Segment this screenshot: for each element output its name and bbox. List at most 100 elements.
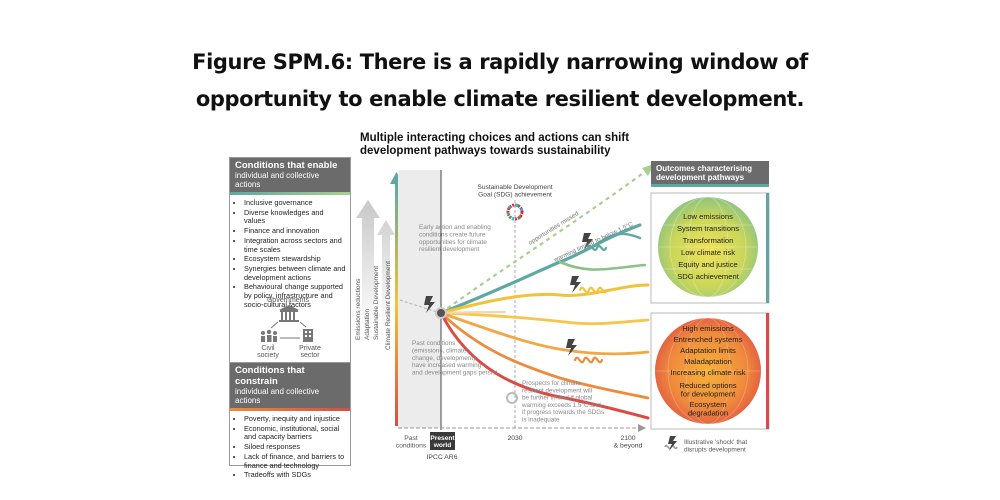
positive-outcome-1: Low emissions	[683, 212, 733, 221]
negative-outcome-6: Reduced options for development	[680, 381, 737, 399]
shock-squiggle-orange	[573, 356, 604, 364]
constrain-box-header: Conditions that constrain individual and…	[230, 363, 350, 408]
pathway-lines	[439, 223, 650, 420]
constrain-box-subheading: individual and collective actions	[235, 387, 320, 405]
lightning-icon	[566, 339, 577, 356]
list-item: Inclusive governance	[244, 198, 346, 208]
red-pathway	[439, 311, 650, 420]
climate-resilient-development-axis-label: Climate Resilient Development	[385, 261, 392, 350]
negative-outcome-1: High emissions	[682, 324, 734, 333]
vertical-axis-bar	[395, 182, 398, 426]
outcomes-header-bg	[651, 161, 769, 184]
yellow-pathway-1	[439, 283, 650, 315]
figure-title-line-1: Figure SPM.6: There is a rapidly narrowi…	[192, 50, 808, 74]
positive-globe-grid	[658, 196, 758, 298]
figure-title-line-2: opportunity to enable climate resilient …	[195, 87, 805, 111]
private-sector-label: Private sector	[299, 345, 321, 359]
lightning-icon	[424, 296, 435, 313]
yellow-pathway-2	[439, 311, 650, 326]
positive-outcomes-globe	[658, 197, 758, 297]
present-start-point	[435, 307, 447, 319]
negative-globe-grid	[655, 317, 761, 425]
actor-arrows	[270, 321, 307, 339]
constrain-color-bar	[230, 408, 350, 411]
orange-pathway-2	[439, 311, 650, 400]
list-item: Diverse knowledges and values	[244, 208, 346, 226]
government-building-icon	[279, 305, 299, 322]
positive-outcome-3: Transformation	[683, 236, 734, 245]
missed-opportunity-dashed-line	[440, 167, 651, 314]
enable-box-subheading: individual and collective actions	[235, 171, 320, 189]
list-item: Poverty, inequity and injustice	[244, 414, 346, 424]
ipcc-ar6-label: IPCC AR6	[427, 454, 458, 461]
civil-society-label: Civil society	[257, 345, 279, 359]
subtitle-line-2: development pathways towards sustainabil…	[360, 145, 611, 157]
shock-legend-label: Illustrative 'shock' that disrupts develo…	[684, 439, 747, 454]
present-world-tick: Present world	[430, 435, 455, 449]
list-item: Synergies between climate and developmen…	[244, 264, 346, 282]
outcomes-header-bar	[651, 184, 769, 187]
actors-triangle-diagram: Governments Civil society Private sector	[257, 297, 321, 359]
year-2100-tick: 2100 & beyond	[614, 435, 643, 450]
private-sector-icon	[303, 329, 313, 342]
past-conditions-tick: Past conditions	[396, 435, 427, 450]
negative-outcome-3: Adaptation limits	[680, 346, 736, 355]
list-item: Tradeoffs with SDGs	[244, 471, 346, 480]
constrain-list: Poverty, inequity and injustice Economic…	[230, 411, 350, 480]
enable-color-bar	[230, 192, 350, 195]
negative-outcome-4: Maladaptation	[684, 357, 732, 366]
sdg-annotation: Sustainable Development Goal (SDG) achiev…	[477, 184, 552, 199]
governments-label: Governments	[267, 297, 310, 304]
sdg-wheel-icon	[506, 203, 524, 221]
positive-outcome-2: System transitions	[677, 224, 739, 233]
list-item: Integration across sectors and time scal…	[244, 236, 346, 254]
diagram-subtitle: Multiple interacting choices and actions…	[360, 132, 660, 158]
subtitle-line-1: Multiple interacting choices and actions…	[360, 132, 630, 144]
shock-legend	[664, 436, 678, 451]
positive-outcome-5: Equity and justice	[678, 260, 738, 269]
constrain-conditions-box: Conditions that constrain individual and…	[229, 362, 351, 479]
enable-list: Inclusive governance Diverse knowledges …	[230, 195, 350, 309]
list-item: Finance and innovation	[244, 227, 346, 236]
opportunities-missed-label: opportunities missed	[527, 210, 580, 247]
list-item: Ecosystem stewardship	[244, 255, 346, 264]
teal-branch-shock	[598, 232, 642, 244]
upward-grey-arrows	[356, 200, 395, 335]
emissions-reductions-label: Emissions reductions	[355, 278, 362, 340]
year-2030-tick: 2030	[507, 435, 522, 442]
time-axis-arrowhead	[638, 424, 646, 432]
negative-outcome-7: Ecosystem degradation	[688, 400, 728, 418]
negative-outcome-2: Entrenched systems	[674, 335, 743, 344]
list-item: Economic, institutional, social and capa…	[244, 424, 346, 442]
pale-pathway	[439, 310, 507, 315]
positive-side-bar	[766, 193, 769, 303]
sustainable-development-label: Sustainable Development	[373, 266, 380, 340]
list-item: Behavioural change supported by policy, …	[244, 283, 346, 309]
constrain-box-heading: Conditions that constrain	[235, 365, 305, 387]
past-conditions-annotation: Past conditions (emissions, climate chan…	[412, 340, 497, 377]
positive-outcome-6: SDG achievement	[677, 272, 740, 281]
present-world-badge	[430, 432, 455, 450]
lightning-icons	[424, 233, 593, 356]
negative-outcome-5: Increasing climate risk	[670, 368, 745, 377]
enable-conditions-box: Conditions that enable individual and co…	[229, 157, 351, 363]
early-action-annotation: Early action and enabling conditions cre…	[419, 224, 493, 253]
faded-sdg-icon	[506, 392, 518, 404]
outcomes-heading: Outcomes characterising development pathw…	[656, 164, 752, 182]
shock-squiggle-yellow	[578, 286, 609, 294]
warming-limited-label: warming limited to below 1.5°C	[552, 220, 635, 264]
lightning-icon	[582, 233, 593, 250]
teal-branch-lower	[558, 260, 647, 271]
lightning-icon	[570, 276, 581, 293]
prospects-annotation: Prospects for climate resilient developm…	[521, 380, 606, 424]
enable-box-header: Conditions that enable individual and co…	[230, 158, 350, 192]
civil-society-icon	[261, 329, 277, 342]
orange-pathway-1	[439, 311, 650, 356]
enable-box-heading: Conditions that enable	[235, 160, 338, 171]
shock-squiggle-teal	[586, 244, 608, 252]
negative-side-bar	[766, 313, 769, 429]
legend-lightning-icon	[668, 436, 677, 451]
positive-outcome-4: Low climate risk	[681, 248, 735, 257]
past-region-shading	[398, 170, 441, 428]
pathways-diagram: Emissions reductions Adaptation Sustaina…	[355, 161, 770, 461]
